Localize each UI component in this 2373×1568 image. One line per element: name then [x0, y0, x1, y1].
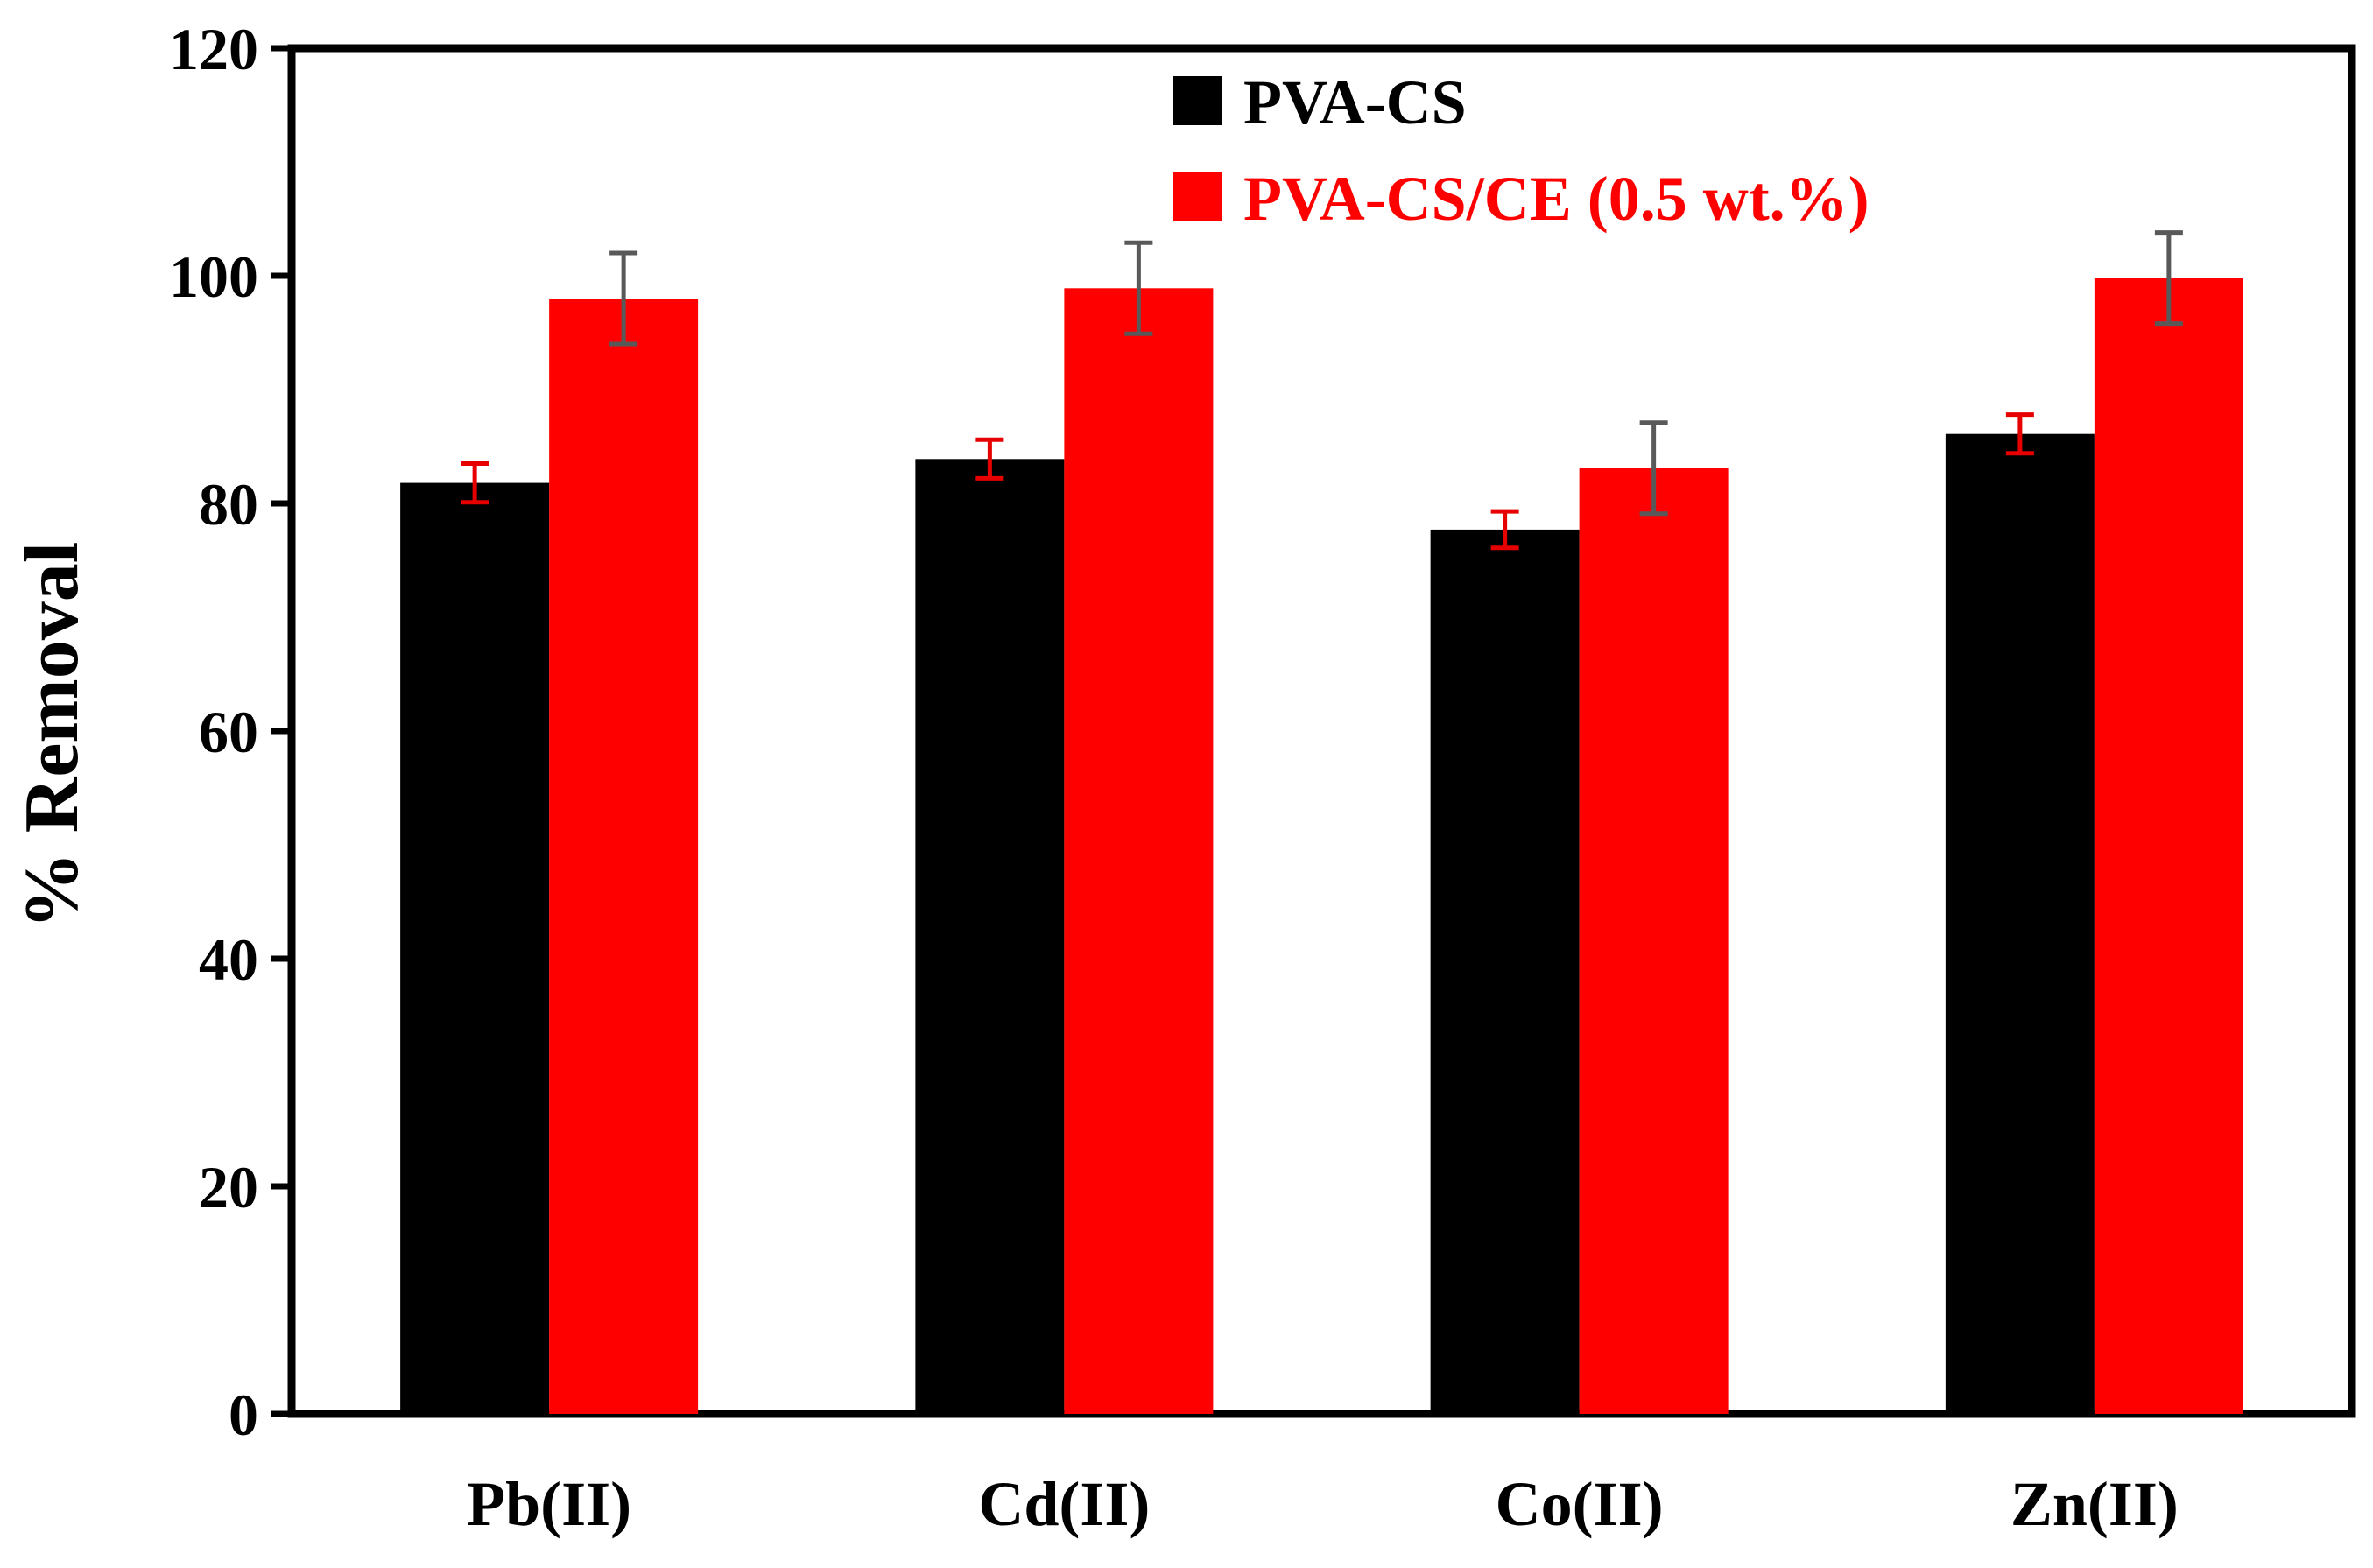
y-tick-label: 100	[169, 243, 258, 310]
bar-pva-cs-0	[400, 482, 550, 1414]
x-category-label: Co(II)	[1496, 1469, 1664, 1539]
bar-pva-cs-ce-3	[2094, 278, 2243, 1415]
y-tick-label: 60	[199, 699, 258, 765]
bar-pva-cs-ce-0	[549, 299, 699, 1414]
error-bars	[461, 230, 2183, 551]
y-tick-label: 0	[229, 1382, 258, 1448]
y-tick-label: 40	[199, 926, 258, 993]
y-tick-label: 120	[169, 16, 258, 82]
y-axis-ticks: 0 20 40 60 80 100 120	[169, 16, 292, 1448]
bar-pva-cs-3	[1945, 433, 2095, 1415]
legend-swatch	[1173, 76, 1222, 125]
x-category-label: Pb(II)	[467, 1469, 631, 1539]
x-axis-labels: Pb(II) Cd(II) Co(II) Zn(II)	[467, 1469, 2179, 1539]
bar-pva-cs-1	[915, 459, 1065, 1414]
y-axis-title: % Removal	[10, 542, 95, 929]
legend: PVA-CS PVA-CS/CE (0.5 wt.%)	[1173, 67, 1870, 234]
y-tick-label: 20	[199, 1154, 258, 1220]
x-category-label: Zn(II)	[2010, 1469, 2179, 1539]
bar-pva-cs-2	[1430, 529, 1580, 1414]
bar-pva-cs-ce-1	[1064, 288, 1214, 1414]
legend-label: PVA-CS	[1243, 67, 1467, 137]
x-category-label: Cd(II)	[978, 1469, 1150, 1539]
bars	[400, 278, 2243, 1415]
y-tick-label: 80	[199, 471, 258, 538]
legend-swatch	[1173, 172, 1222, 221]
bar-pva-cs-ce-2	[1579, 468, 1729, 1415]
legend-label: PVA-CS/CE (0.5 wt.%)	[1243, 164, 1870, 234]
